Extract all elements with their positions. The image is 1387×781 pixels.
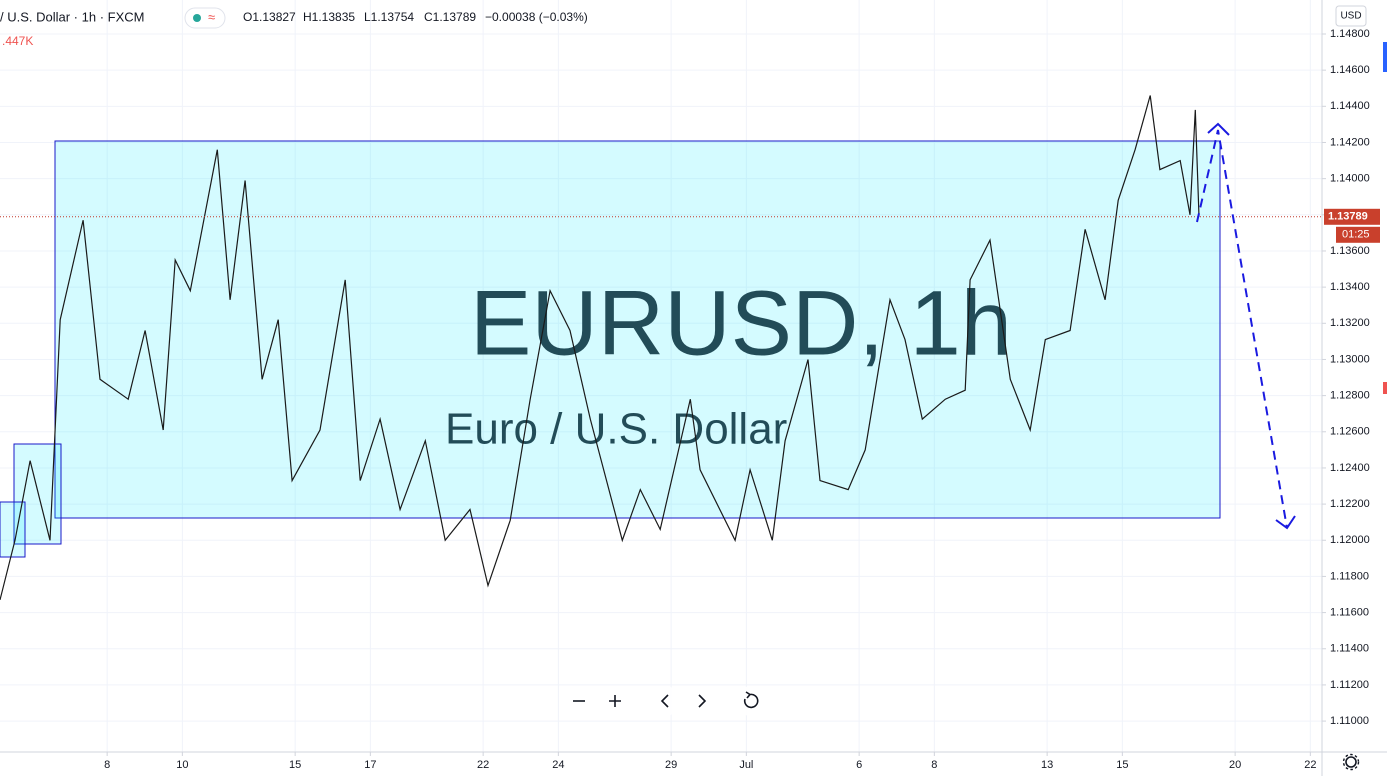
y-tick-label: 1.14200 [1330, 136, 1370, 148]
currency-label: USD [1340, 11, 1361, 22]
volume-label: .447K [2, 34, 33, 48]
button-bg [650, 686, 680, 716]
x-tick-label: 20 [1229, 759, 1241, 771]
x-tick-label: 24 [552, 759, 564, 771]
status-icon: ≈ [208, 9, 215, 24]
icon [743, 691, 759, 709]
x-tick-label: 13 [1041, 759, 1053, 771]
ohlc-high: H1.13835 [303, 10, 355, 24]
ohlc-low: L1.13754 [364, 10, 414, 24]
countdown-label: 01:25 [1342, 229, 1370, 241]
ohlc-close: C1.13789 [424, 10, 476, 24]
y-tick-label: 1.13600 [1330, 245, 1370, 257]
currency-button[interactable]: USD [1335, 5, 1367, 27]
reset-button[interactable] [736, 686, 766, 716]
x-tick-label: 15 [1116, 759, 1128, 771]
x-tick-label: 8 [104, 759, 110, 771]
scroll-marker [1383, 42, 1387, 72]
y-tick-label: 1.13200 [1330, 317, 1370, 329]
x-tick-label: 6 [856, 759, 862, 771]
plot [0, 95, 1322, 601]
icon [1345, 756, 1357, 768]
y-tick-label: 1.13400 [1330, 281, 1370, 293]
currency-button-bg [1335, 5, 1367, 27]
x-tick-label: 10 [176, 759, 188, 771]
last-price-label: 1.13789 [1328, 211, 1368, 223]
y-tick-label: 1.14000 [1330, 173, 1370, 185]
status-dot [193, 14, 201, 22]
icon [609, 695, 621, 707]
watermark: EURUSD, 1h [470, 272, 1012, 374]
grid [0, 0, 1322, 752]
y-tick-label: 1.14800 [1330, 28, 1370, 40]
ohlc-change: −0.00038 (−0.03%) [485, 10, 588, 24]
watermark-sub: Euro / U.S. Dollar [445, 405, 787, 454]
button-bg [687, 686, 717, 716]
scroll-left-button[interactable] [650, 686, 680, 716]
x-tick-label: Jul [739, 759, 753, 771]
icon [660, 694, 669, 708]
scroll-right-button[interactable] [687, 686, 717, 716]
settings-button[interactable] [1342, 753, 1360, 771]
x-tick-label: 8 [931, 759, 937, 771]
ohlc-open: O1.13827 [243, 10, 296, 24]
last-price-tag [1324, 208, 1380, 225]
y-tick-label: 1.12200 [1330, 498, 1370, 510]
y-tick-label: 1.11400 [1330, 643, 1369, 655]
x-tick-label: 17 [364, 759, 376, 771]
icon [1342, 753, 1360, 771]
icon [698, 694, 707, 708]
range-box [54, 140, 1221, 519]
y-tick-label: 1.11800 [1330, 570, 1369, 582]
y-tick-label: 1.12800 [1330, 390, 1370, 402]
symbol: / U.S. Dollar · 1h · FXCM [0, 9, 144, 24]
y-tick-label: 1.11000 [1330, 715, 1369, 727]
y-tick-label: 1.11200 [1330, 679, 1369, 691]
zoom-out-button[interactable] [564, 686, 594, 716]
x-tick-label: 15 [289, 759, 301, 771]
y-tick-label: 1.11600 [1330, 606, 1369, 618]
y-tick-label: 1.14600 [1330, 64, 1370, 76]
zoom-in-button[interactable] [600, 686, 630, 716]
scroll-marker [1383, 382, 1387, 394]
countdown-tag [1336, 226, 1380, 243]
x-tick-label: 29 [665, 759, 677, 771]
button-bg [736, 686, 766, 716]
y-tick-label: 1.12400 [1330, 462, 1370, 474]
forecast-arrow [1196, 129, 1288, 529]
x-tick-label: 22 [477, 759, 489, 771]
y-tick-label: 1.13000 [1330, 353, 1370, 365]
axes: 1.11000 1.11200 1.11400 1.11600 1.11800 1.120… [104, 28, 1380, 771]
status-pill [184, 7, 226, 29]
price-line [0, 95, 1200, 601]
arrow-head [1207, 122, 1296, 530]
y-tick-label: 1.12600 [1330, 426, 1370, 438]
x-tick-label: 22 [1304, 759, 1316, 771]
y-tick-label: 1.14400 [1330, 100, 1370, 112]
y-tick-label: 1.12000 [1330, 534, 1370, 546]
